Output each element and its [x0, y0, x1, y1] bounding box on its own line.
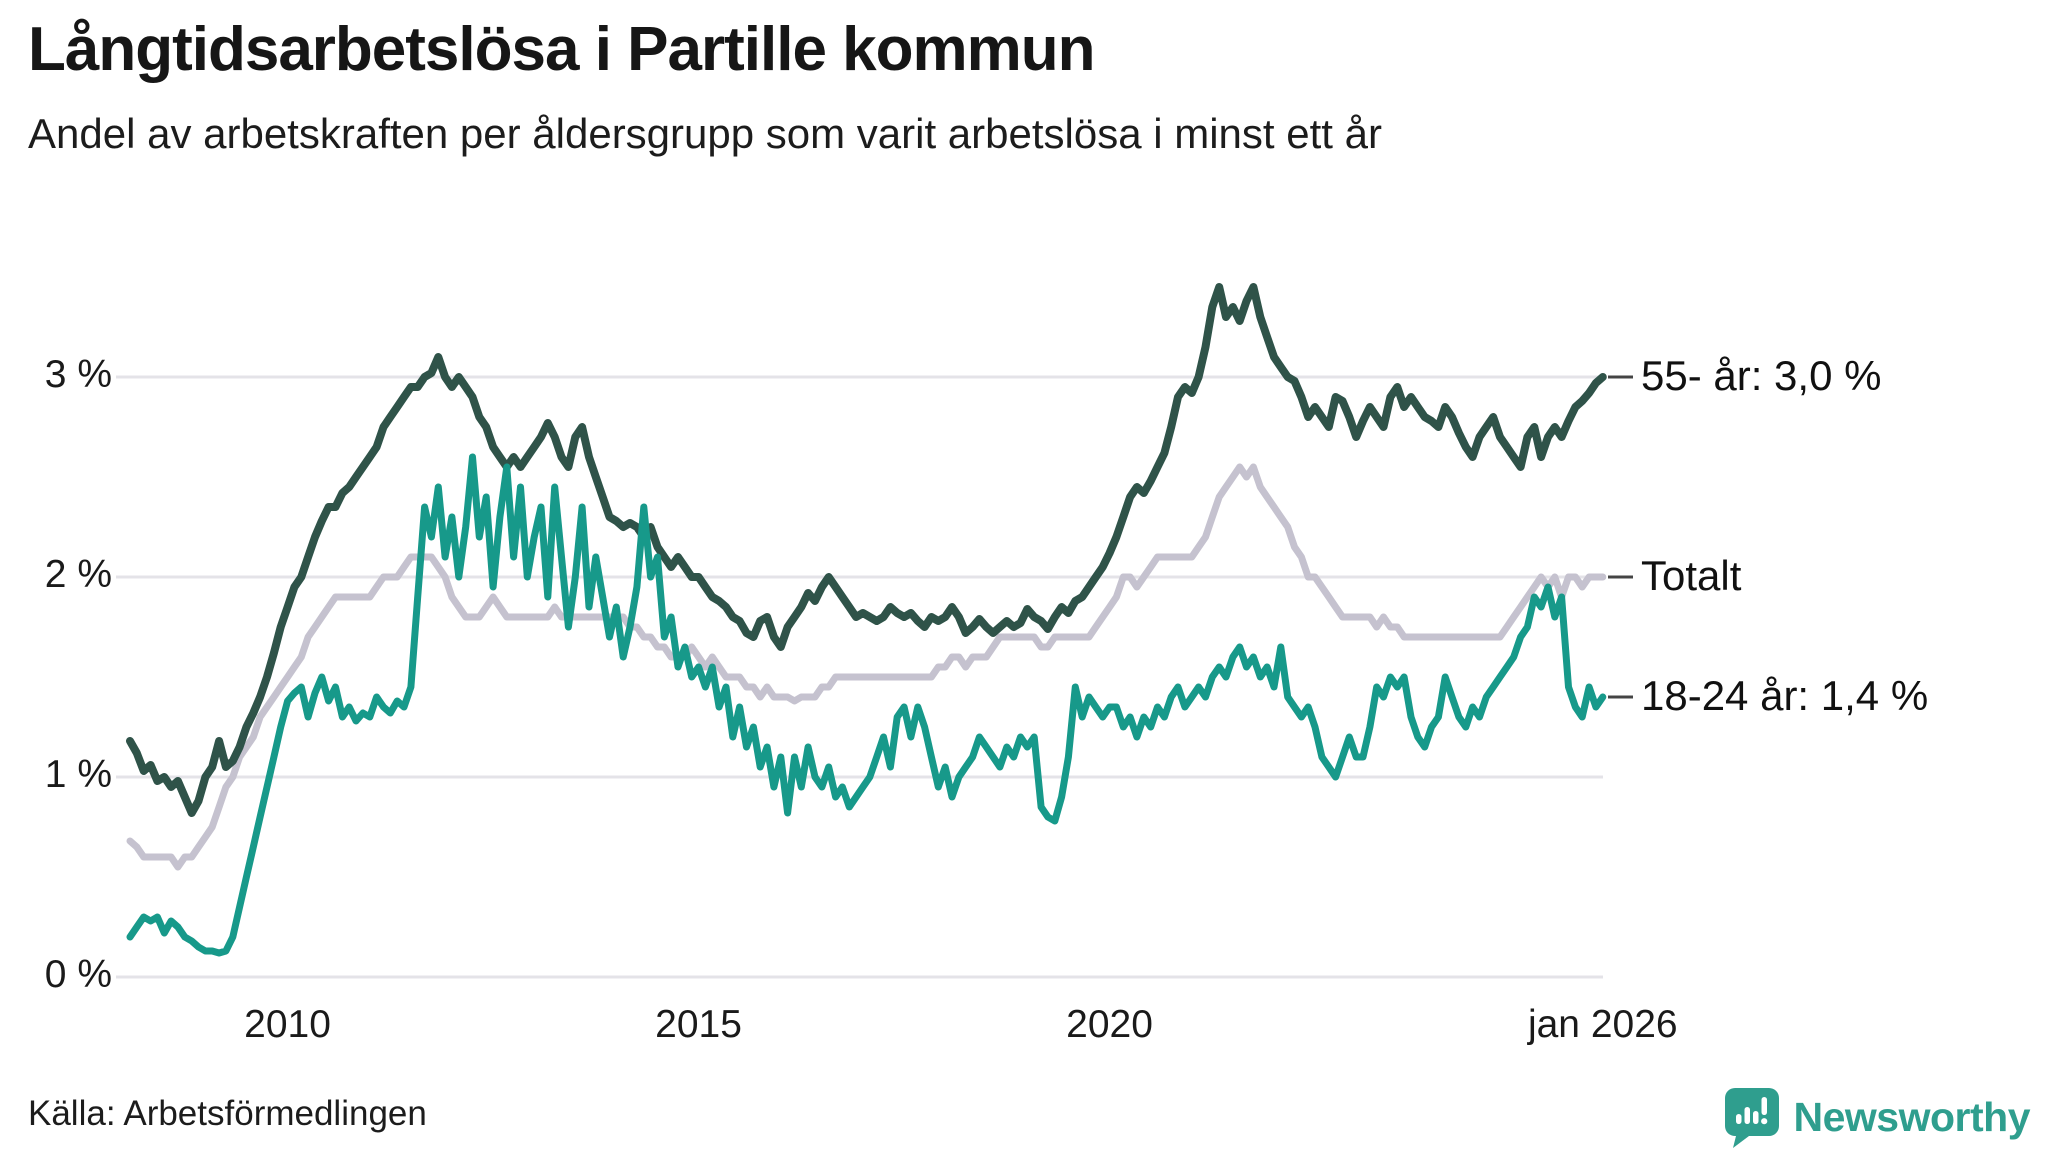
series-end-label-55--år: 55- år: 3,0 %: [1641, 352, 1882, 400]
source-note: Källa: Arbetsförmedlingen: [28, 1094, 427, 1133]
page-title: Långtidsarbetslösa i Partille kommun: [28, 15, 1095, 84]
y-axis-tick-0: 0 %: [44, 953, 112, 997]
series-line-18-24-år: [126, 453, 1607, 957]
x-axis-tick-2015: 2015: [655, 1003, 742, 1046]
x-axis-tick-jan-2026: jan 2026: [1527, 1003, 1678, 1046]
page-subtitle: Andel av arbetskraften per åldersgrupp s…: [28, 110, 1382, 157]
series-line-55--år: [126, 283, 1607, 817]
newsworthy-logo-icon: [1724, 1088, 1779, 1148]
series-line-Totalt: [126, 463, 1607, 871]
newsworthy-brand: Newsworthy: [1723, 1086, 2031, 1148]
newsworthy-logo-text: Newsworthy: [1793, 1093, 2031, 1140]
x-axis-tick-2010: 2010: [244, 1003, 331, 1046]
y-axis-tick-1: 1 %: [44, 753, 112, 797]
x-axis-tick-2020: 2020: [1066, 1003, 1153, 1046]
series-end-label-Totalt: Totalt: [1641, 552, 1742, 600]
y-axis-tick-3: 3 %: [44, 353, 112, 397]
y-axis-tick-2: 2 %: [44, 553, 112, 597]
series-end-label-18-24-år: 18-24 år: 1,4 %: [1641, 672, 1929, 720]
